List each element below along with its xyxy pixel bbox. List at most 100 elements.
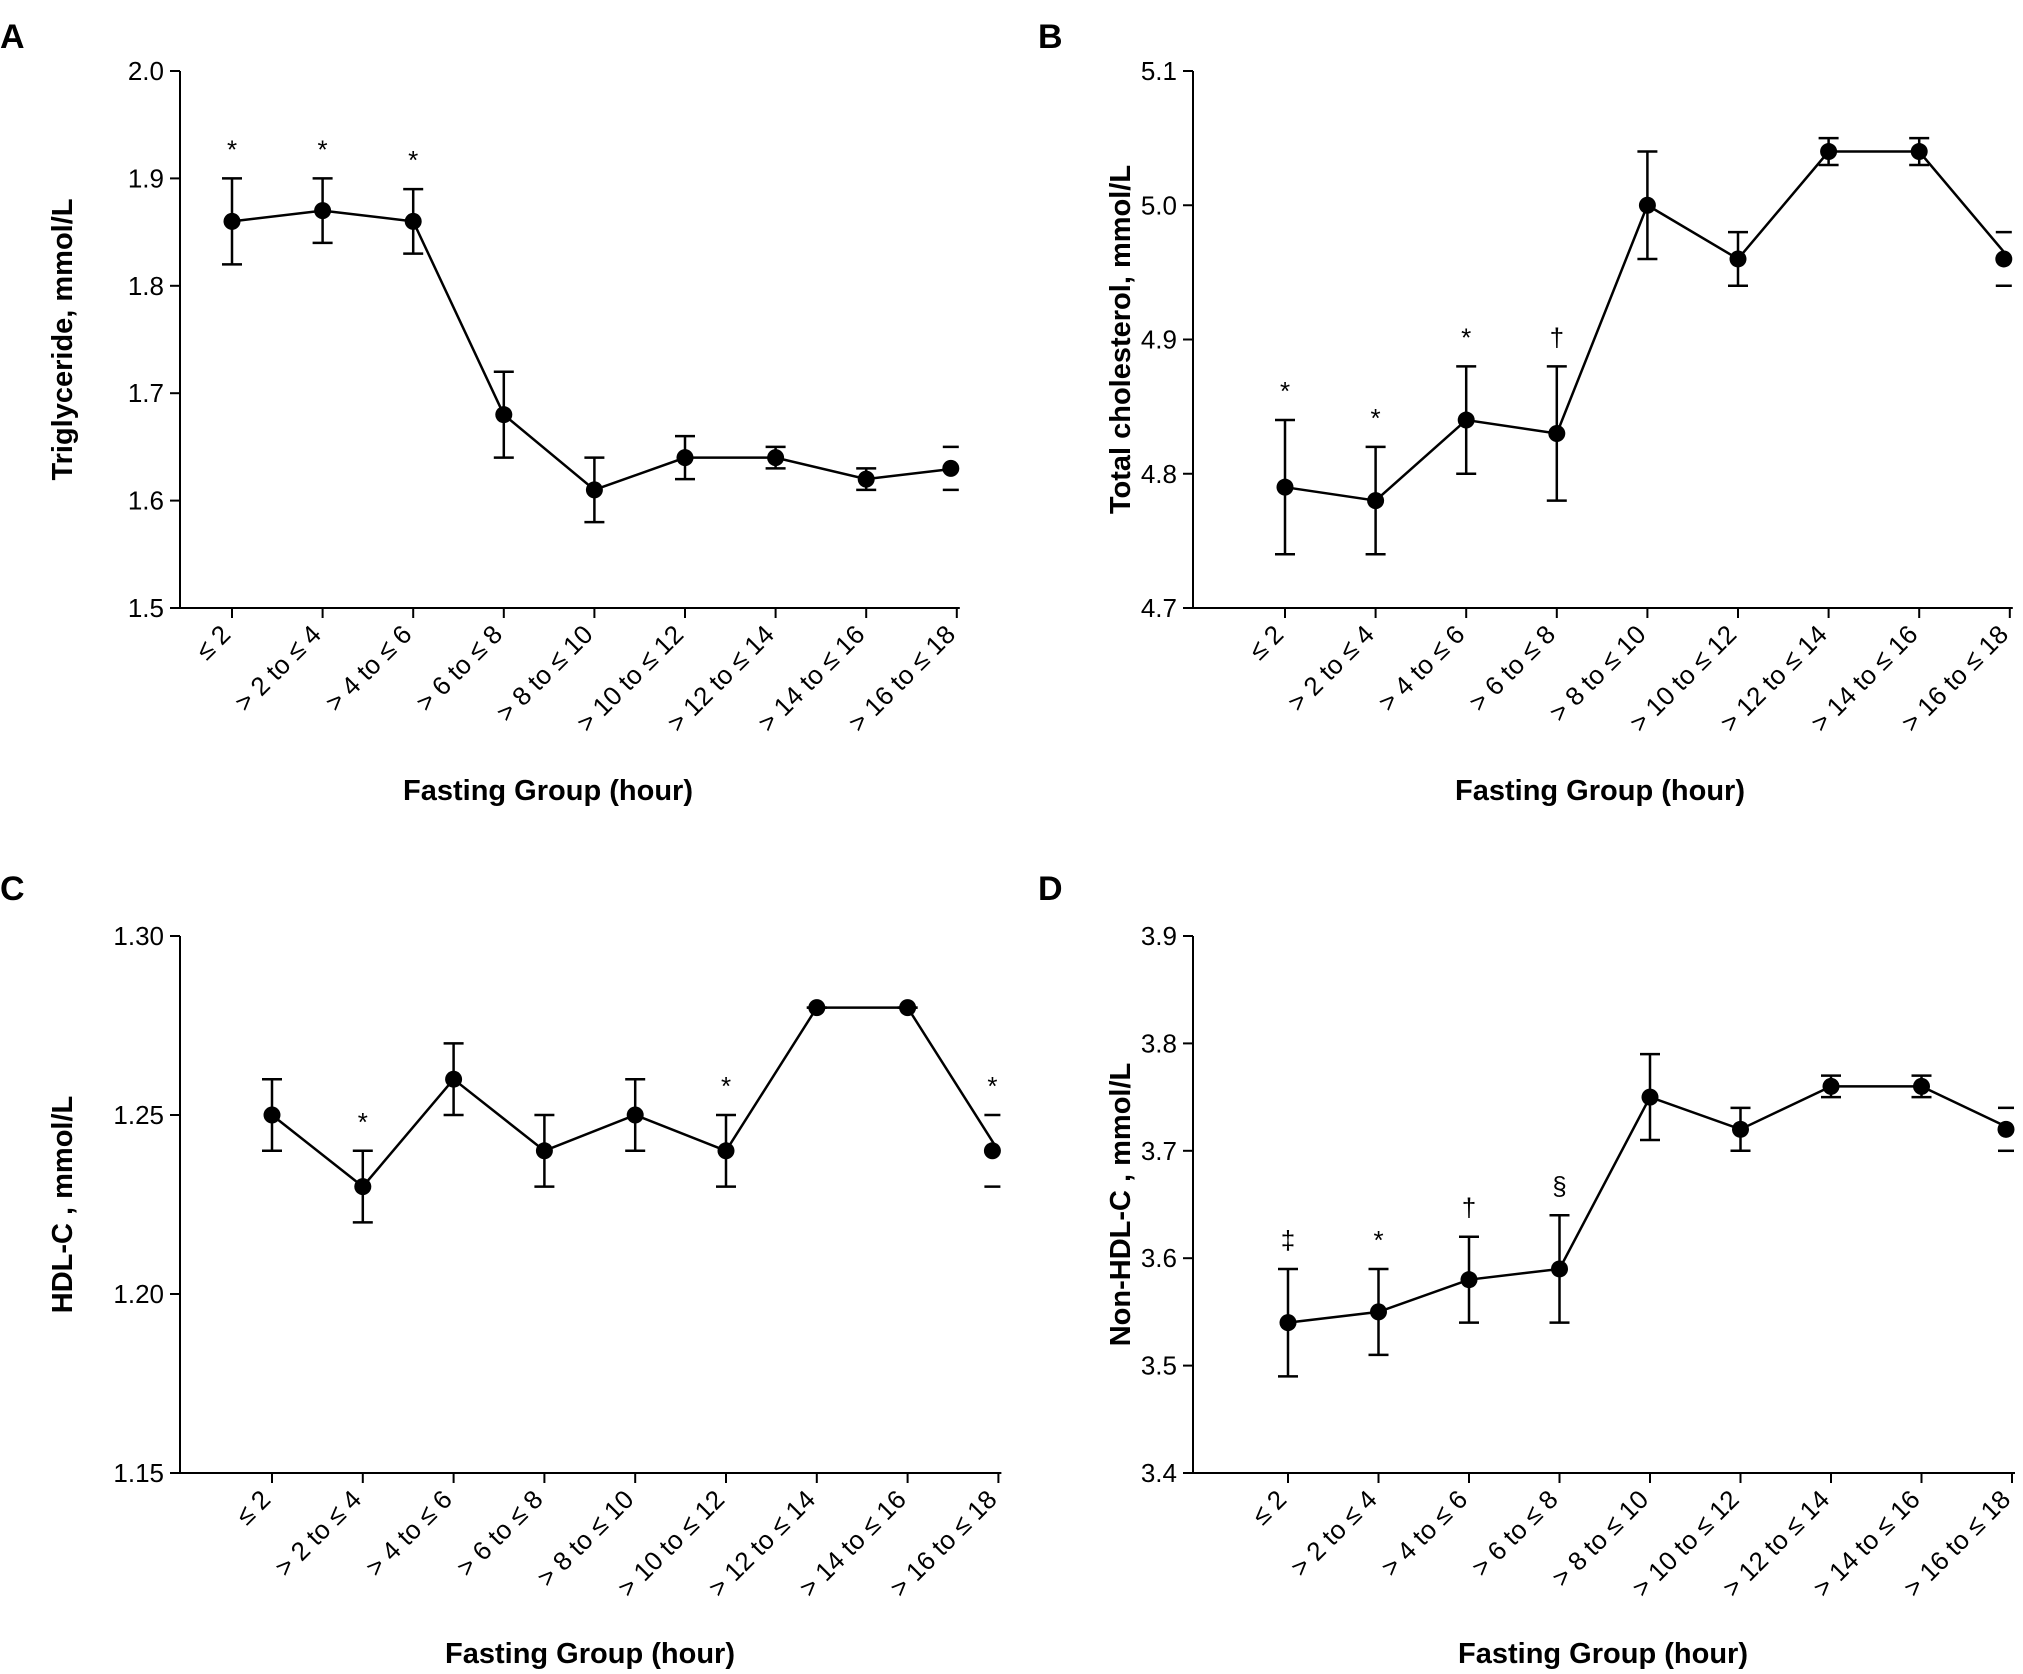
x-tick-label: > 2 to ≤ 4 bbox=[229, 619, 327, 717]
y-tick-label: 1.9 bbox=[128, 163, 164, 193]
significance-marker: * bbox=[318, 134, 328, 164]
panel-letter: C bbox=[0, 870, 25, 908]
data-point bbox=[857, 470, 875, 488]
chart-panel-c: C 1.15 1.20 1.25 1.30 ≤ 2> 2 to ≤ 4> 4 to ≤ 6… bbox=[0, 870, 1003, 1670]
y-tick-label: 1.20 bbox=[113, 1279, 164, 1309]
x-tick-label: ≤ 2 bbox=[1243, 619, 1290, 666]
y-tick-label: 3.7 bbox=[1141, 1136, 1177, 1166]
chart-panel-a: A 1.5 1.6 1.7 1.8 1.9 2.0 ≤ 2> 2 to ≤ 4> 4 to ≤… bbox=[0, 18, 961, 807]
y-tick-label: 4.9 bbox=[1141, 325, 1177, 355]
data-point bbox=[1820, 143, 1838, 161]
y-tick-label: 3.5 bbox=[1141, 1351, 1177, 1381]
data-point bbox=[983, 1142, 1001, 1160]
significance-marker: * bbox=[1371, 403, 1381, 433]
data-point bbox=[676, 449, 694, 467]
y-tick-label: 1.30 bbox=[113, 921, 164, 951]
y-tick-label: 1.6 bbox=[128, 486, 164, 516]
data-point bbox=[585, 481, 603, 499]
significance-marker: * bbox=[987, 1071, 997, 1101]
x-tick-label: > 2 to ≤ 4 bbox=[1282, 619, 1380, 717]
significance-marker: * bbox=[1280, 376, 1290, 406]
data-point bbox=[717, 1142, 735, 1160]
data-point bbox=[626, 1106, 644, 1124]
data-point bbox=[314, 202, 332, 220]
y-axis-title: Triglyceride, mmol/L bbox=[47, 198, 79, 480]
data-point bbox=[1551, 1260, 1568, 1278]
data-point bbox=[1822, 1077, 1840, 1095]
significance-marker: § bbox=[1552, 1171, 1566, 1201]
y-tick-label: 4.7 bbox=[1141, 593, 1177, 623]
chart-panel-d: D 3.4 3.5 3.6 3.7 3.8 3.9 ≤ 2> 2 to ≤ 4> 4 to ≤… bbox=[1038, 870, 2016, 1670]
data-point bbox=[1370, 1303, 1387, 1321]
y-tick-label: 1.7 bbox=[128, 378, 164, 408]
data-point bbox=[1913, 1077, 1930, 1095]
data-point bbox=[223, 212, 241, 230]
x-tick-label: > 4 to ≤ 6 bbox=[1372, 619, 1470, 717]
y-axis-title: Non-HDL-C , mmol/L bbox=[1105, 1063, 1137, 1347]
y-tick-label: 1.5 bbox=[128, 593, 164, 623]
significance-marker: * bbox=[227, 134, 237, 164]
y-tick-label: 4.8 bbox=[1141, 459, 1177, 489]
data-point bbox=[1279, 1314, 1297, 1332]
y-axis-title: HDL-C , mmol/L bbox=[47, 1096, 79, 1314]
chart-panel-b: B4.74.84.95.05.1≤ 2> 2 to ≤ 4> 4 to ≤ 6>… bbox=[1038, 18, 2014, 807]
y-tick-label: 3.6 bbox=[1141, 1243, 1177, 1273]
panel-letter: D bbox=[1038, 870, 1063, 908]
x-tick-label: ≤ 2 bbox=[1246, 1484, 1293, 1531]
y-tick-label: 1.25 bbox=[113, 1100, 164, 1130]
y-tick-label: 5.1 bbox=[1141, 56, 1177, 86]
y-tick-label: 3.9 bbox=[1141, 921, 1177, 951]
data-point bbox=[495, 406, 513, 424]
significance-marker: * bbox=[1461, 322, 1471, 352]
data-point bbox=[1548, 424, 1566, 442]
data-point bbox=[1367, 492, 1385, 510]
data-point bbox=[1729, 250, 1747, 268]
y-tick-label: 3.4 bbox=[1141, 1458, 1177, 1488]
x-tick-label: ≤ 2 bbox=[190, 619, 237, 666]
x-axis-title: Fasting Group (hour) bbox=[1455, 775, 1745, 807]
data-point bbox=[1995, 250, 2013, 268]
significance-marker: ‡ bbox=[1281, 1225, 1295, 1255]
x-axis-title: Fasting Group (hour) bbox=[1458, 1638, 1748, 1670]
significance-marker: † bbox=[1550, 322, 1564, 352]
data-point bbox=[535, 1142, 553, 1160]
series-line bbox=[231, 209, 957, 492]
y-tick-label: 2.0 bbox=[128, 56, 164, 86]
y-axis-title: Total cholesterol, mmol/L bbox=[1105, 165, 1137, 514]
panel-letter: A bbox=[0, 18, 25, 56]
data-point bbox=[899, 999, 917, 1017]
data-point bbox=[1460, 1271, 1478, 1289]
y-tick-label: 3.8 bbox=[1141, 1028, 1177, 1058]
y-tick-label: 5.0 bbox=[1141, 190, 1177, 220]
data-point bbox=[1276, 478, 1294, 496]
data-point bbox=[942, 459, 960, 477]
data-point bbox=[263, 1106, 281, 1124]
data-point bbox=[404, 212, 422, 230]
x-axis-title: Fasting Group (hour) bbox=[445, 1638, 735, 1670]
data-point bbox=[1641, 1088, 1659, 1106]
significance-marker: * bbox=[721, 1071, 731, 1101]
data-point bbox=[767, 449, 785, 467]
x-axis-title: Fasting Group (hour) bbox=[403, 775, 693, 807]
x-tick-label: > 4 to ≤ 6 bbox=[1375, 1484, 1473, 1582]
significance-marker: * bbox=[358, 1107, 368, 1137]
x-tick-label: > 2 to ≤ 4 bbox=[1284, 1484, 1382, 1582]
data-point bbox=[1910, 143, 1928, 161]
data-point bbox=[1997, 1120, 2015, 1138]
x-tick-label: > 2 to ≤ 4 bbox=[269, 1484, 367, 1582]
panel-letter: B bbox=[1038, 18, 1063, 56]
data-point bbox=[354, 1178, 372, 1196]
data-point bbox=[445, 1070, 463, 1088]
y-tick-label: 1.8 bbox=[128, 271, 164, 301]
data-point bbox=[808, 999, 826, 1017]
y-tick-label: 1.15 bbox=[113, 1458, 164, 1488]
significance-marker: * bbox=[1373, 1225, 1383, 1255]
data-point bbox=[1638, 196, 1656, 214]
significance-marker: * bbox=[408, 145, 418, 175]
data-point bbox=[1457, 411, 1475, 429]
significance-marker: † bbox=[1462, 1193, 1476, 1223]
x-tick-label: > 4 to ≤ 6 bbox=[319, 619, 417, 717]
x-tick-label: ≤ 2 bbox=[230, 1484, 277, 1531]
x-tick-label: > 4 to ≤ 6 bbox=[360, 1484, 458, 1582]
